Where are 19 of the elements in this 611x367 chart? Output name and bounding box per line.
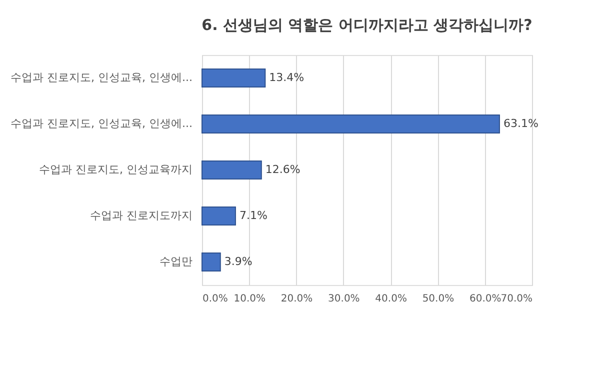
chart-title: 6. 선생님의 역할은 어디까지라고 생각하십니까?	[202, 16, 532, 34]
y-tick-label: 수업과 진로지도, 인성교육, 인생에...	[10, 117, 192, 130]
x-tick-label: 70.0%	[500, 294, 532, 304]
data-label: 7.1%	[239, 209, 268, 222]
x-tick-label: 0.0%	[202, 294, 228, 304]
data-label: 13.4%	[269, 71, 304, 84]
data-label: 12.6%	[265, 163, 300, 176]
y-tick-label: 수업과 진로지도까지	[90, 209, 192, 222]
x-tick-label: 60.0%	[469, 294, 502, 304]
data-label: 63.1%	[503, 117, 538, 130]
y-tick-label: 수업만	[160, 255, 192, 268]
y-tick-label: 수업과 진로지도, 인성교육, 인생에...	[10, 71, 192, 84]
x-tick-label: 50.0%	[422, 294, 454, 304]
x-tick-label: 40.0%	[375, 294, 407, 304]
y-tick-label: 수업과 진로지도, 인성교육까지	[39, 163, 192, 176]
x-tick-label: 30.0%	[328, 294, 360, 304]
x-tick-label: 10.0%	[234, 294, 266, 304]
x-tick-label: 20.0%	[280, 294, 313, 304]
data-label: 3.9%	[224, 255, 252, 268]
